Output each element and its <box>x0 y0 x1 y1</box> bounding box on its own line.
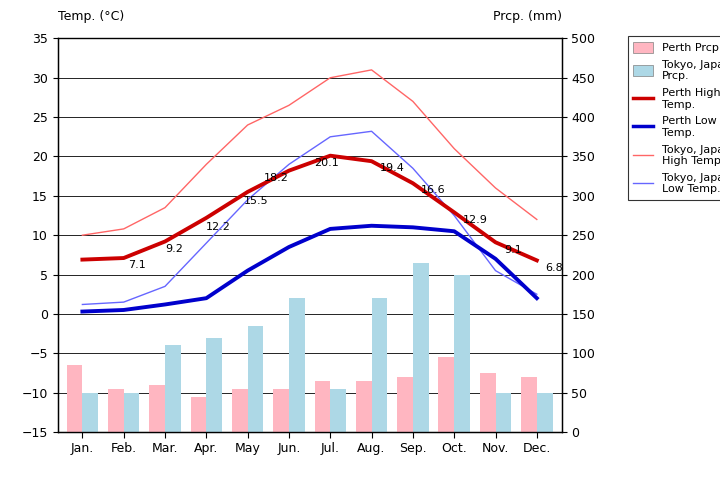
Bar <box>438 357 454 432</box>
Bar <box>413 263 428 432</box>
Bar <box>207 337 222 432</box>
Bar <box>191 396 207 432</box>
Text: 7.1: 7.1 <box>128 260 145 270</box>
Bar <box>521 377 537 432</box>
Bar <box>397 377 413 432</box>
Bar <box>495 393 511 432</box>
Bar <box>356 381 372 432</box>
Bar <box>315 381 330 432</box>
Bar <box>248 326 264 432</box>
Text: 12.9: 12.9 <box>462 215 487 225</box>
Bar <box>480 373 495 432</box>
Text: Prcp. (mm): Prcp. (mm) <box>492 10 562 23</box>
Bar <box>108 389 124 432</box>
Bar <box>289 298 305 432</box>
Text: 12.2: 12.2 <box>207 222 231 232</box>
Legend: Perth Prcp., Tokyo, Japan
Prcp., Perth High
Temp., Perth Low
Temp., Tokyo, Japan: Perth Prcp., Tokyo, Japan Prcp., Perth H… <box>628 36 720 200</box>
Text: 19.4: 19.4 <box>380 163 405 173</box>
Bar <box>124 393 140 432</box>
Text: 16.6: 16.6 <box>421 185 446 195</box>
Bar <box>82 393 98 432</box>
Bar <box>330 389 346 432</box>
Bar <box>454 275 470 432</box>
Text: 20.1: 20.1 <box>314 158 338 168</box>
Text: 9.2: 9.2 <box>165 244 183 254</box>
Bar <box>149 385 165 432</box>
Text: 18.2: 18.2 <box>264 173 289 183</box>
Text: 6.8: 6.8 <box>545 263 563 273</box>
Text: Temp. (°C): Temp. (°C) <box>58 10 124 23</box>
Bar <box>274 389 289 432</box>
Bar <box>232 389 248 432</box>
Text: 6.9: 6.9 <box>0 479 1 480</box>
Bar <box>165 346 181 432</box>
Text: 9.1: 9.1 <box>504 244 521 254</box>
Text: 15.5: 15.5 <box>243 196 268 206</box>
Bar <box>537 393 552 432</box>
Bar <box>67 365 82 432</box>
Bar <box>372 298 387 432</box>
